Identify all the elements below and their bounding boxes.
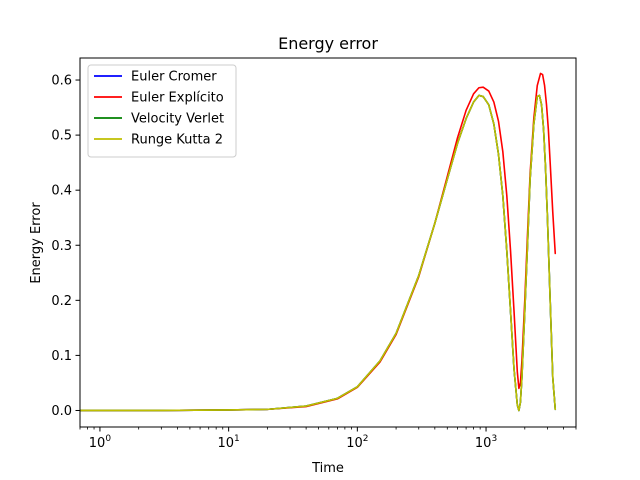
legend-label-4: Runge Kutta 2: [131, 133, 223, 148]
y-axis-label: Energy Error: [29, 202, 44, 284]
x-tick-label-1: 101: [217, 434, 239, 451]
x-axis-ticks: 100 101 102 103: [79, 427, 577, 451]
y-axis-ticks: 0.0 0.1 0.2 0.3 0.4 0.5 0.6: [51, 74, 80, 419]
legend-label-2: Euler Explícito: [131, 91, 224, 106]
x-tick-label-3: 103: [475, 434, 497, 451]
series-lines: [80, 72, 557, 412]
y-tick-label-5: 0.5: [51, 129, 72, 144]
axes-frame: [79, 57, 577, 428]
series-line-4: [80, 94, 557, 412]
y-tick-label-1: 0.1: [51, 349, 72, 364]
legend-label-1: Euler Cromer: [131, 70, 217, 85]
legend-box: [87, 64, 237, 158]
y-tick-label-2: 0.2: [51, 294, 72, 309]
x-axis-label: Time: [311, 461, 344, 476]
legend-label-3: Velocity Verlet: [131, 112, 224, 127]
y-tick-label-6: 0.6: [51, 74, 72, 89]
y-tick-label-3: 0.3: [51, 239, 72, 254]
y-tick-label-4: 0.4: [51, 184, 72, 199]
legend: Euler Cromer Euler Explícito Velocity Verl…: [87, 64, 237, 158]
x-tick-label-2: 102: [346, 434, 368, 451]
y-tick-label-0: 0.0: [51, 404, 72, 419]
x-tick-label-0: 100: [89, 434, 112, 451]
chart-title: Energy error: [278, 34, 378, 53]
